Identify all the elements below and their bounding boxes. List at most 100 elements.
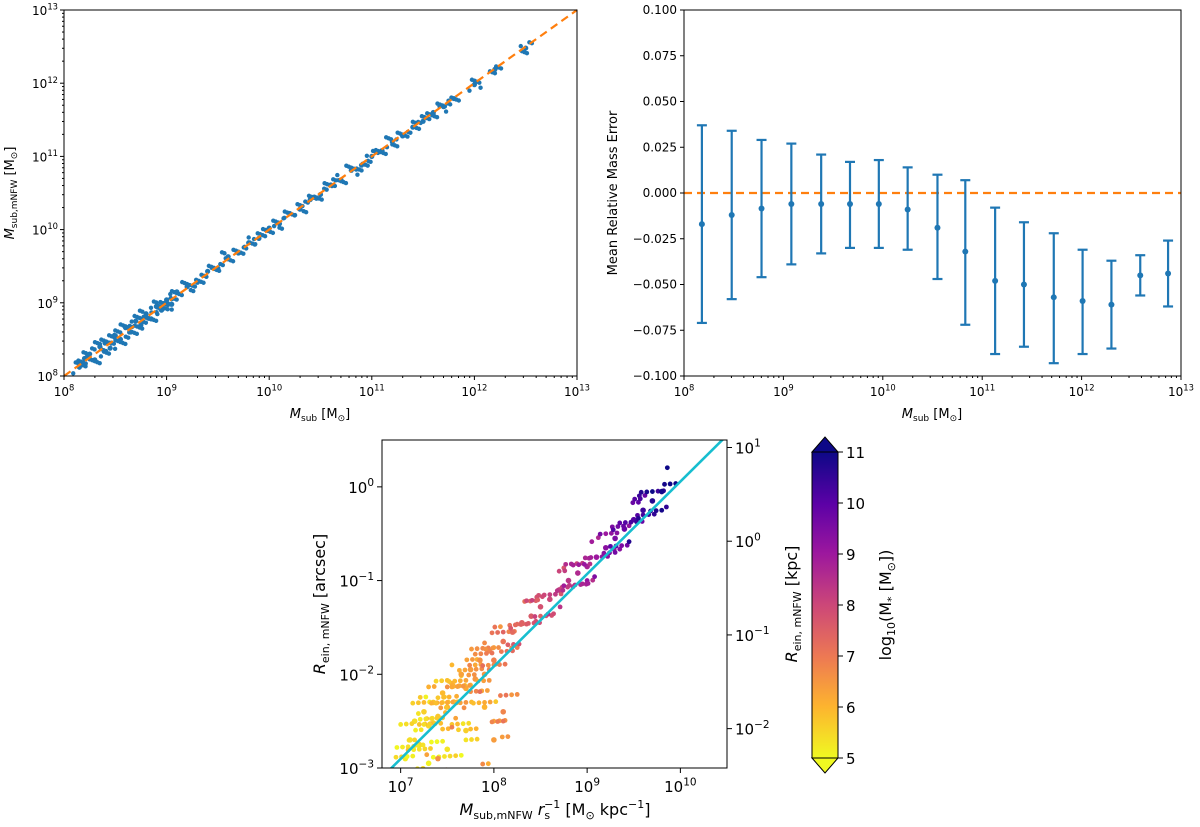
panel-a-point xyxy=(191,288,196,294)
panel-a-point xyxy=(153,318,159,324)
panel-a-point xyxy=(148,305,154,311)
panel-c-x-tick-label-base: 10 xyxy=(388,778,407,796)
panel-a-y-tick-label-base: 10 xyxy=(37,297,52,311)
panel-c-point xyxy=(509,692,515,698)
panel-c-point xyxy=(474,736,480,742)
panel-c-point xyxy=(532,614,538,619)
panel-a-point xyxy=(262,233,268,239)
panel-c-point xyxy=(471,672,477,678)
panel-c-point xyxy=(480,761,486,767)
panel-c-x-tick-label-exp: 10 xyxy=(683,776,696,788)
panel-c-point xyxy=(474,646,480,652)
panel-c-point xyxy=(398,722,404,727)
panel-c-point xyxy=(636,499,641,505)
panel-c-point xyxy=(421,700,427,705)
colorbar-tick-label: 6 xyxy=(846,699,856,717)
panel-c-y-tick-label-base: 10 xyxy=(339,666,358,684)
panel-c-point xyxy=(477,689,483,695)
panel-c-point xyxy=(433,768,438,773)
panel-c-point xyxy=(481,704,488,710)
panel-b-mean-point xyxy=(846,200,853,207)
panel-c-point xyxy=(458,671,465,678)
panel-b-mean-point xyxy=(728,211,735,218)
panel-c-point xyxy=(558,591,564,597)
panel-c-point xyxy=(416,746,422,752)
panel-c-point xyxy=(476,700,482,706)
panel-c-point xyxy=(589,539,595,545)
colorbar-tick-label: 9 xyxy=(846,546,856,564)
panel-c-point xyxy=(581,561,587,567)
panel-c-point xyxy=(637,496,643,502)
panel-c-point xyxy=(588,555,594,560)
panel-c-point xyxy=(556,568,562,574)
panel-c-point xyxy=(612,550,618,555)
panel-a-point xyxy=(118,330,123,335)
panel-a-point xyxy=(87,351,93,357)
panel-c-point xyxy=(423,782,428,787)
panel-b-mean-point xyxy=(934,224,941,231)
panel-a-point xyxy=(518,43,523,49)
panel-c-point xyxy=(460,721,466,727)
panel-c-point xyxy=(455,684,460,689)
panel-c-point xyxy=(463,727,469,734)
panel-c-point xyxy=(470,700,476,706)
panel-c-point xyxy=(541,592,547,598)
panel-a-x-tick-label: 1011 xyxy=(359,383,385,399)
panel-c-point xyxy=(576,562,582,568)
panel-c-point xyxy=(444,746,451,753)
panel-b-mean-point xyxy=(1079,297,1086,304)
panel-b-x-tick-label-base: 10 xyxy=(1168,385,1183,399)
panel-a-y-label: Msub,mNFW [M⊙] xyxy=(3,147,20,240)
panel-b-y-tick-label: −0.075 xyxy=(633,323,677,337)
panel-c-point xyxy=(424,752,430,758)
panel-c-point xyxy=(554,588,560,594)
panel-b-x-tick-label: 1013 xyxy=(1168,383,1194,399)
panel-c-point xyxy=(487,699,493,705)
panel-a-one-to-one-line xyxy=(63,9,578,377)
panel-c-point xyxy=(560,587,566,593)
panel-a-point xyxy=(478,85,483,90)
panel-c-point xyxy=(491,657,497,664)
panel-c-y-tick-label: 10−2 xyxy=(339,665,374,685)
panel-a-x-tick-label-base: 10 xyxy=(461,385,476,399)
panel-c-point xyxy=(477,657,483,664)
panel-c-point xyxy=(617,546,623,552)
panel-c-point xyxy=(394,745,400,750)
panel-a-point xyxy=(83,361,88,366)
panel-a-y-tick-label-base: 10 xyxy=(32,150,47,164)
panel-a-x-tick-label-exp: 8 xyxy=(69,383,74,393)
panel-b-x-tick-label-exp: 8 xyxy=(689,383,694,393)
panel-a-point xyxy=(364,153,370,158)
panel-c-point xyxy=(608,543,613,549)
panel-a-y-tick-label-base: 10 xyxy=(32,4,47,18)
panel-c-point xyxy=(468,667,473,672)
panel-c-point xyxy=(489,630,495,636)
panel-a-point xyxy=(467,88,472,93)
panel-c-point xyxy=(502,661,508,667)
panel-c-point xyxy=(486,677,492,683)
panel-c-point xyxy=(449,662,455,668)
panel-a-point xyxy=(129,319,134,324)
panel-c-y2-tick-label: 10−1 xyxy=(735,625,770,645)
panel-c-point xyxy=(453,753,459,759)
panel-c-point xyxy=(570,562,576,568)
panel-c-point xyxy=(498,693,503,698)
panel-c-point xyxy=(495,719,501,724)
panel-c-point xyxy=(446,679,452,684)
colorbar-max-extend xyxy=(810,436,840,453)
panel-b-x-tick-label-base: 10 xyxy=(870,385,885,399)
panel-c-point xyxy=(423,716,429,722)
panel-c-point xyxy=(632,496,638,502)
panel-c-point xyxy=(444,700,450,705)
panel-b-x-tick-label: 1011 xyxy=(969,383,995,399)
colorbar-min-extend xyxy=(810,757,840,774)
panel-b-x-tick-label-exp: 13 xyxy=(1183,383,1194,393)
panel-c-point xyxy=(498,624,503,630)
panel-a-point xyxy=(405,134,410,139)
panel-c-point xyxy=(498,649,504,655)
panel-b-x-tick-label-base: 10 xyxy=(969,385,984,399)
panel-c-point xyxy=(499,734,505,740)
panel-a-y-tick-label: 108 xyxy=(37,368,58,384)
panel-c-point xyxy=(489,719,495,725)
